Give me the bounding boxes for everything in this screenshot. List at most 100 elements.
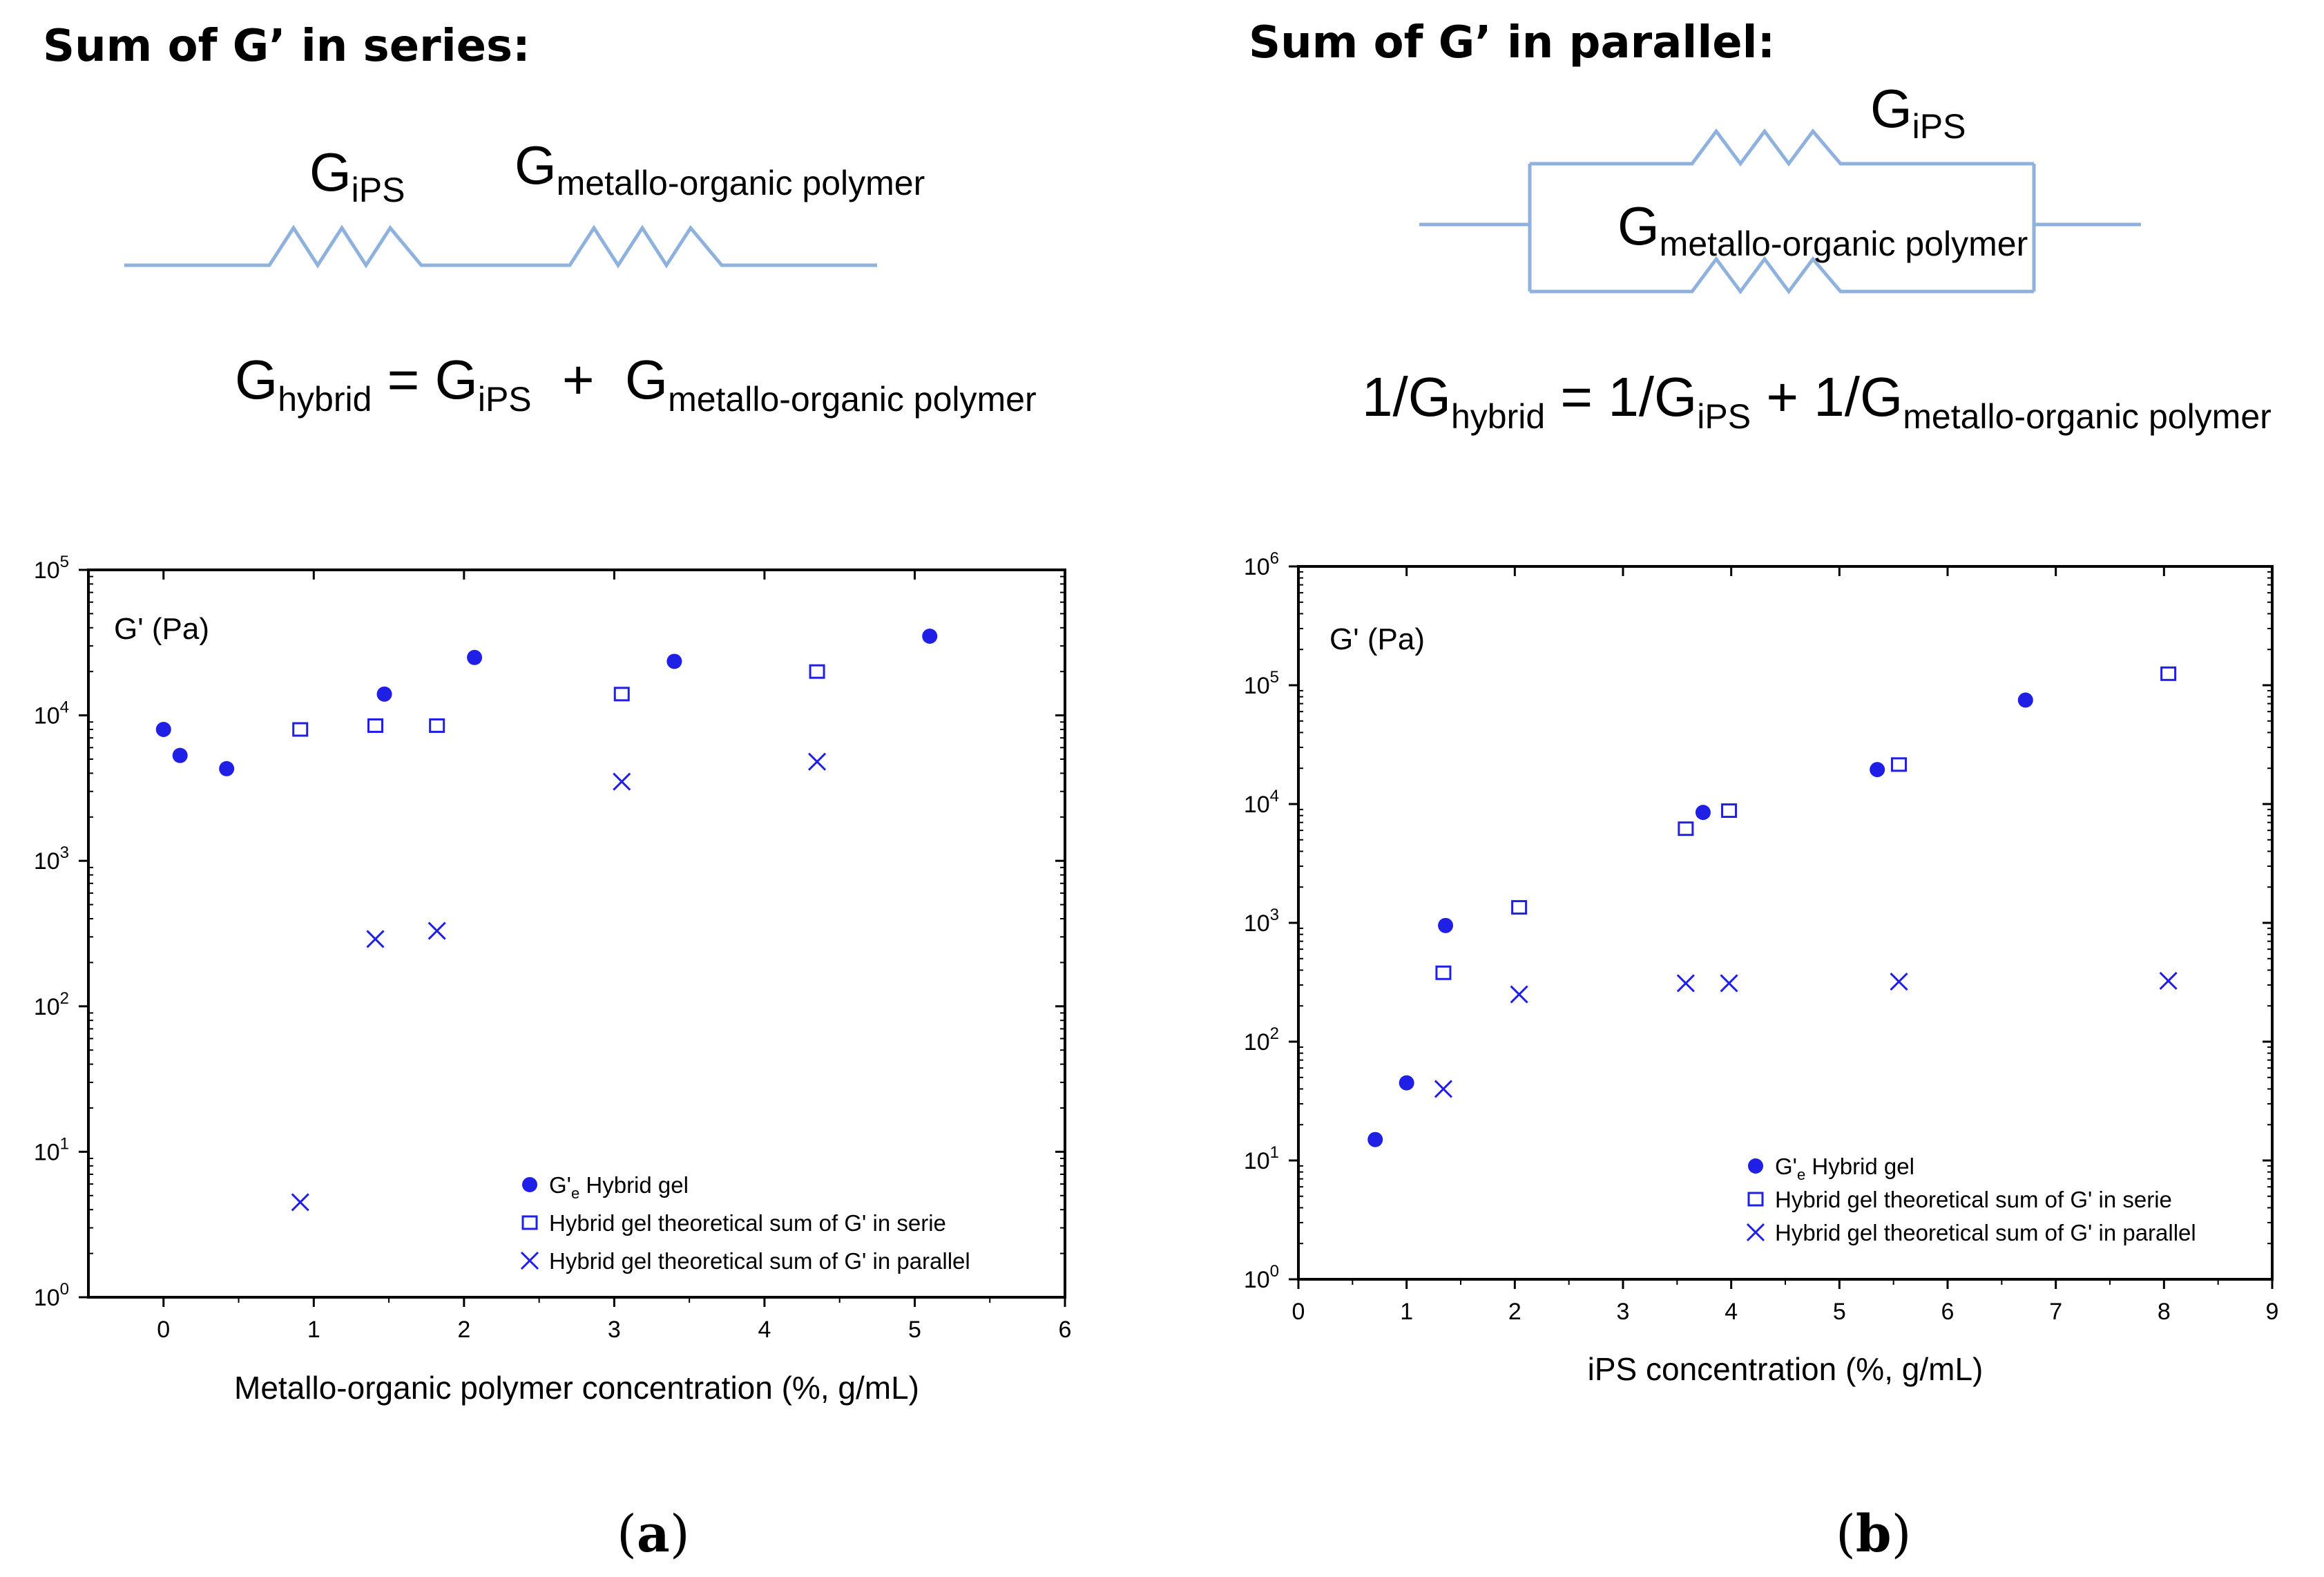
y-tick-label: 105: [1244, 668, 1279, 699]
data-point-x: [1890, 973, 1908, 991]
series-label-gmop: Gmetallo-organic polymer: [515, 135, 925, 202]
data-point-x: [291, 1193, 309, 1212]
series-equation: Ghybrid = GiPS + Gmetallo-organic polyme…: [235, 349, 1037, 419]
data-point-x: [2159, 971, 2178, 991]
parallel-label-gips: GiPS: [1870, 78, 1966, 146]
x-tick-label: 4: [1725, 1299, 1738, 1325]
data-point-filled-circle: [1695, 805, 1711, 821]
x-tick-label: 7: [2049, 1299, 2062, 1325]
data-point-x: [428, 921, 446, 940]
data-point-filled-circle: [922, 629, 938, 644]
series-resistor-wire: [124, 224, 877, 269]
parallel-eq-equals: =: [1560, 366, 1593, 428]
legend-marker-x: [1746, 1223, 1765, 1242]
x-tick-label: 0: [1292, 1299, 1305, 1325]
parallel-label-gmop: Gmetallo-organic polymer: [1617, 195, 2028, 263]
series-eq-term2: Gmetallo-organic polymer: [624, 349, 1037, 419]
y-tick-label: 102: [1244, 1024, 1279, 1055]
data-point-x: [1676, 974, 1695, 993]
data-point-open-square: [429, 718, 445, 733]
y-tick-label: 104: [34, 698, 69, 729]
legend-marker-x: [520, 1251, 539, 1270]
parallel-eq-lhs: 1/Ghybrid: [1362, 366, 1546, 436]
x-tick-label: 4: [758, 1317, 771, 1343]
data-point-x: [1720, 974, 1738, 993]
data-point-x: [1434, 1080, 1452, 1098]
y-tick-label: 104: [1244, 787, 1279, 818]
data-point-x: [1510, 985, 1528, 1004]
chart-b-group: 0 1 2 3 4 5 6 7 8 9 100 101 102 103 104 105 106 iPS conce…: [1244, 549, 2279, 1387]
x-tick-label: 3: [1617, 1299, 1630, 1325]
y-tick-label: 105: [34, 553, 69, 584]
panel-label-a: (a): [617, 1504, 690, 1564]
data-point-open-square: [1678, 821, 1694, 837]
parallel-eq-plus: +: [1766, 366, 1799, 428]
x-tick-label: 9: [2266, 1299, 2279, 1325]
x-tick-label: 1: [1400, 1299, 1413, 1325]
parallel-heading: Sum of G’ in parallel:: [1249, 17, 1776, 68]
data-point-open-square: [1435, 965, 1452, 980]
plot-frame: [87, 568, 1066, 1299]
y-tick-label: 103: [34, 843, 69, 874]
data-point-open-square: [2160, 666, 2177, 681]
parallel-top-resistor: [1530, 128, 2034, 167]
legend-marker-filled-circle: [1748, 1158, 1763, 1174]
parallel-eq-term2: 1/Gmetallo-organic polymer: [1814, 366, 2272, 436]
data-point-filled-circle: [155, 722, 171, 738]
x-tick-label: 2: [457, 1317, 470, 1343]
data-point-open-square: [1511, 900, 1528, 915]
y-tick-label: 101: [34, 1134, 69, 1165]
data-point-open-square: [1721, 803, 1738, 819]
series-eq-lhs: Ghybrid: [235, 349, 372, 419]
series-eq-equals: =: [387, 349, 420, 410]
data-point-filled-circle: [1438, 917, 1454, 933]
data-point-x: [366, 930, 385, 948]
x-tick-label: 8: [2158, 1299, 2171, 1325]
x-tick-label: 0: [157, 1317, 170, 1343]
data-point-filled-circle: [1870, 762, 1885, 778]
data-point-filled-circle: [2017, 692, 2033, 708]
x-tick-label: 6: [1059, 1317, 1072, 1343]
legend-marker-open-square: [521, 1215, 538, 1230]
x-tick-label: 1: [307, 1317, 320, 1343]
series-heading: Sum of G’ in series:: [43, 21, 530, 72]
data-point-filled-circle: [1367, 1131, 1383, 1147]
parallel-eq-term1: 1/GiPS: [1608, 366, 1751, 436]
y-tick-label: 106: [1244, 549, 1279, 580]
y-axis-label: G' (Pa): [114, 612, 209, 646]
series-circuit: [124, 224, 877, 269]
legend-marker-filled-circle: [522, 1177, 537, 1192]
panel-label-b: (b): [1836, 1504, 1912, 1564]
x-tick-label: 3: [608, 1317, 621, 1343]
legend-entry: Hybrid gel theoretical sum of G' in seri…: [1775, 1187, 2172, 1212]
y-tick-label: 101: [1244, 1143, 1279, 1174]
y-tick-label: 102: [34, 989, 69, 1020]
data-point-open-square: [809, 664, 825, 679]
x-tick-label: 5: [1833, 1299, 1846, 1325]
data-point-filled-circle: [172, 747, 188, 763]
legend-entry: G'e Hybrid gel: [1775, 1154, 1914, 1183]
data-point-open-square: [613, 687, 630, 702]
data-point-filled-circle: [467, 649, 483, 665]
series-label-gips: GiPS: [309, 142, 405, 209]
x-axis-label: Metallo-organic polymer concentration (%…: [234, 1370, 919, 1406]
y-axis-label: G' (Pa): [1329, 622, 1425, 656]
x-axis-label: iPS concentration (%, g/mL): [1588, 1351, 1984, 1387]
x-tick-label: 2: [1508, 1299, 1521, 1325]
data-point-filled-circle: [666, 653, 682, 669]
data-point-x: [807, 752, 827, 771]
legend-entry: Hybrid gel theoretical sum of G' in para…: [1775, 1220, 2196, 1245]
legend-marker-open-square: [1747, 1192, 1764, 1207]
data-point-open-square: [1891, 757, 1907, 772]
x-tick-label: 5: [908, 1317, 921, 1343]
legend-entry: G'e Hybrid gel: [549, 1172, 689, 1202]
data-point-filled-circle: [1399, 1075, 1414, 1091]
parallel-circuit: [1419, 128, 2141, 295]
data-point-open-square: [367, 718, 383, 733]
parallel-equation: 1/Ghybrid = 1/GiPS + 1/Gmetallo-organic …: [1362, 370, 2272, 434]
data-point-filled-circle: [219, 761, 235, 776]
series-eq-term1: GiPS: [434, 349, 532, 419]
x-tick-label: 6: [1941, 1299, 1955, 1325]
data-point-open-square: [292, 722, 309, 737]
